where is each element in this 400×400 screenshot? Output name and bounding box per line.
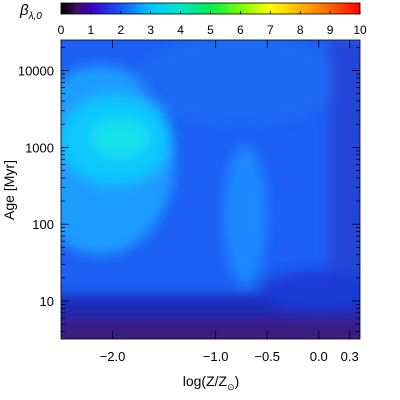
colorbar-tick-label: 6 [237, 23, 244, 37]
colorbar-tick-label: 2 [117, 23, 124, 37]
y-tick-label: 10 [40, 294, 54, 309]
colorbar-tick-label: 5 [207, 23, 214, 37]
plot-frame [60, 39, 361, 340]
colorbar-tick-label: 1 [88, 23, 95, 37]
heatmap-area [61, 40, 360, 339]
colorbar-tick-label: 4 [177, 23, 184, 37]
x-tick-label: −2.0 [100, 349, 126, 364]
heatmap-ridge [223, 145, 267, 285]
heatmap-youngest-band [61, 318, 360, 339]
y-axis-label: Age [Myr] [1, 160, 17, 220]
x-axis-label: log(Z/Z⊙) [183, 373, 240, 392]
colorbar-tick-label: 10 [353, 23, 367, 37]
x-axis-label-sub: ⊙ [227, 382, 235, 392]
colorbar-label-subscript: λ,0 [28, 11, 43, 22]
colorbar-ticks: 0 1 2 3 4 5 6 7 8 9 10 [58, 11, 367, 37]
heatmap-peak-core [90, 118, 150, 158]
colorbar-tick-label: 9 [327, 23, 334, 37]
y-tick-label: 1000 [25, 140, 54, 155]
colorbar-tick-label: 8 [297, 23, 304, 37]
colorbar-tick-label: 3 [147, 23, 154, 37]
colorbar-tick-label: 7 [267, 23, 274, 37]
y-tick-label: 10000 [18, 64, 54, 79]
x-axis-ticks: −2.0 −1.0 −0.5 0.0 0.3 [100, 40, 359, 364]
heatmap-metalrich-edge [330, 40, 360, 300]
colorbar-label: βλ,0 [19, 2, 42, 22]
x-axis-label-close: ) [235, 373, 240, 389]
colorbar-tick-label: 0 [58, 23, 65, 37]
x-tick-label: 0.0 [310, 349, 328, 364]
y-tick-label: 100 [32, 217, 54, 232]
heatmap-lower-right [260, 270, 360, 310]
x-tick-label: 0.3 [341, 349, 359, 364]
colorbar-label-symbol: β [19, 2, 29, 19]
y-axis-ticks: 10 100 1000 10000 [18, 47, 360, 332]
x-axis-label-main: log(Z/Z [183, 373, 228, 389]
y-axis-label-main: Age [1, 195, 17, 220]
heatmap-upper-region [140, 40, 340, 125]
heatmap-field [61, 40, 360, 339]
x-tick-label: −1.0 [203, 349, 229, 364]
y-axis-label-unit: [Myr] [1, 160, 17, 191]
x-tick-label: −0.5 [254, 349, 280, 364]
